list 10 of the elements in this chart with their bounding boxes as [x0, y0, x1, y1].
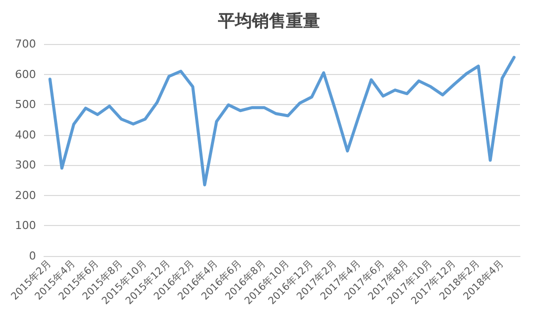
- y-tick-label: 500: [15, 98, 36, 112]
- line-series: [48, 56, 516, 186]
- y-tick-label: 0: [29, 250, 36, 262]
- chart-title: 平均销售重量: [217, 12, 320, 32]
- y-tick-label: 200: [15, 188, 36, 202]
- y-tick-label: 700: [15, 38, 36, 50]
- y-tick-label: 600: [15, 68, 36, 81]
- y-tick-label: 400: [15, 128, 36, 142]
- y-tick-label: 100: [15, 219, 36, 232]
- y-tick-label: 300: [15, 158, 36, 172]
